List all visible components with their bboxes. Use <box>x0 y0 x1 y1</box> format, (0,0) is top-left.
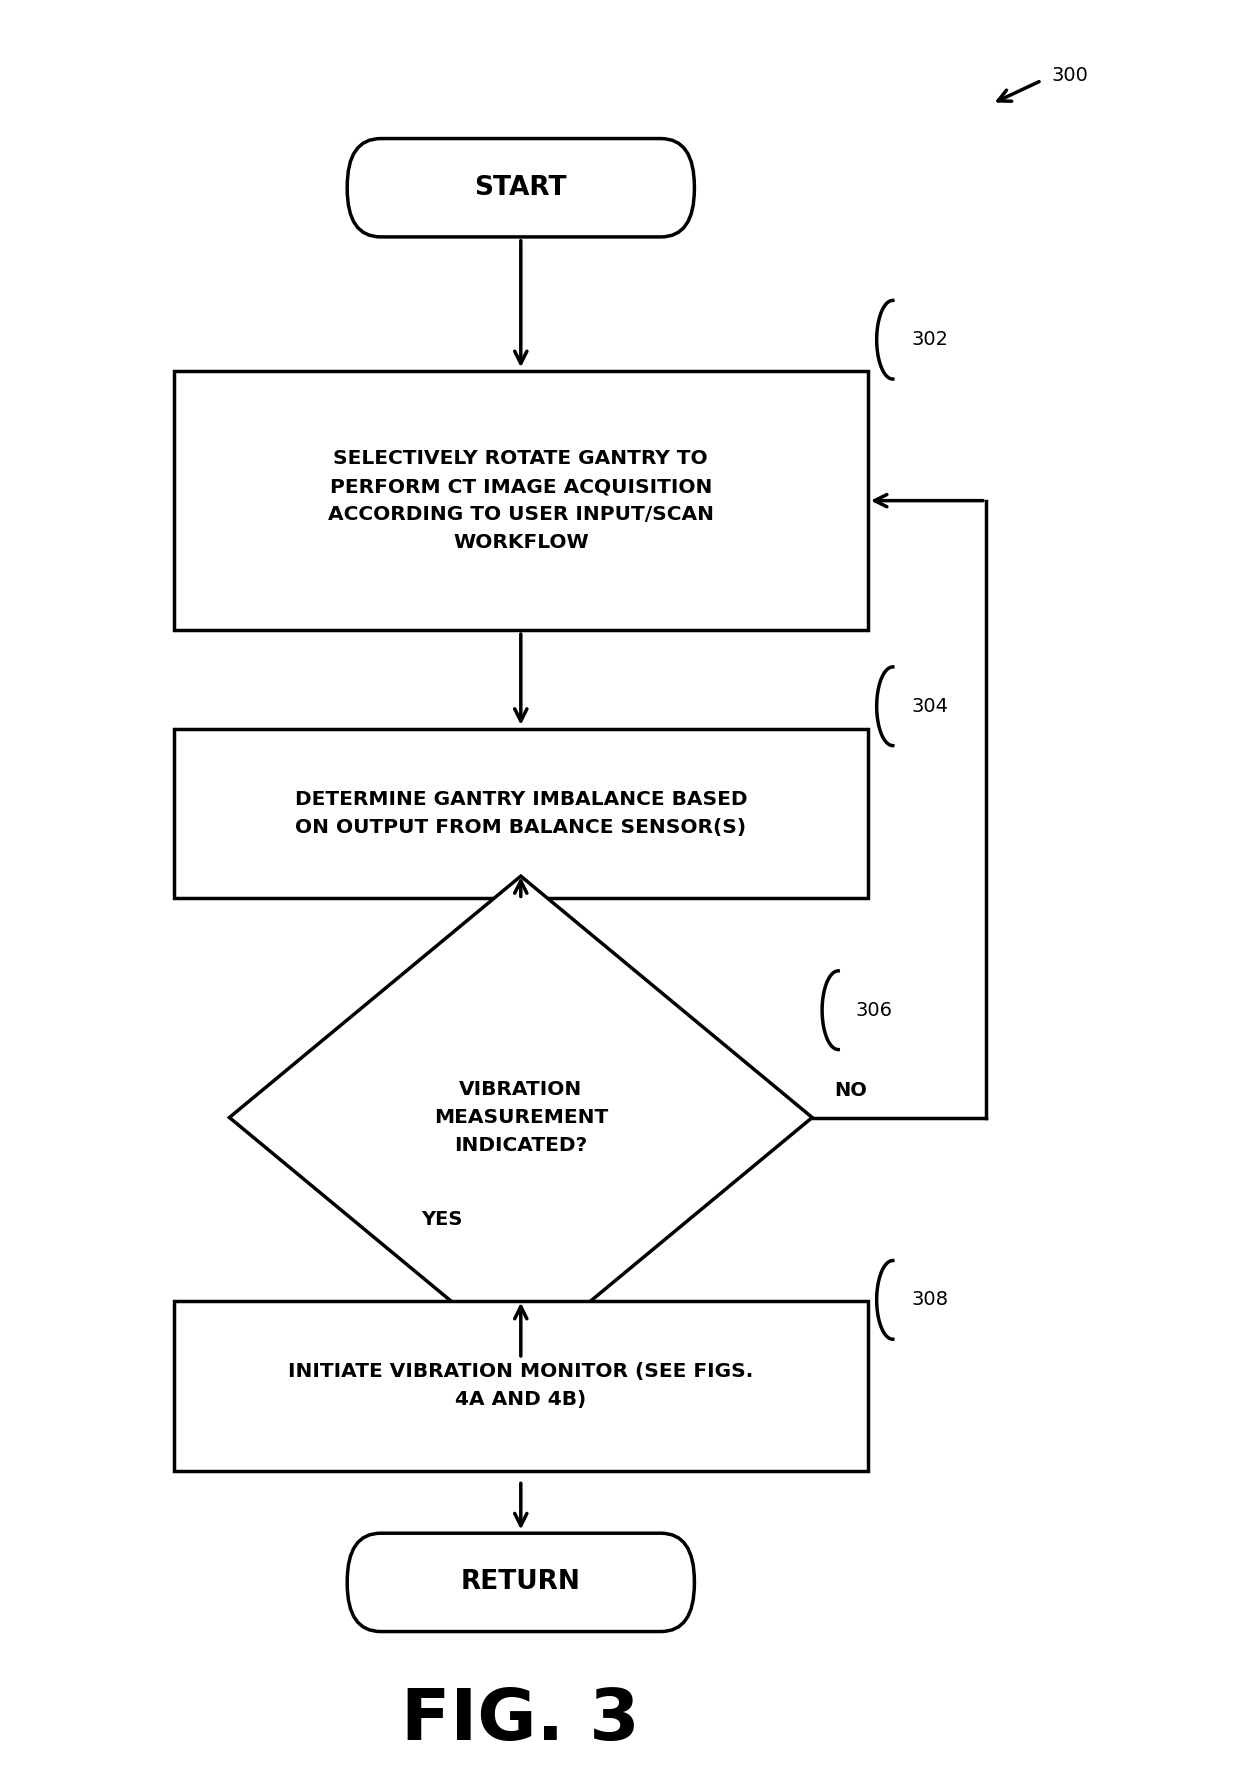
Bar <box>174 730 868 898</box>
Text: 300: 300 <box>1052 66 1089 84</box>
Text: START: START <box>475 175 567 200</box>
Text: 306: 306 <box>856 1001 893 1019</box>
Bar <box>174 1302 868 1470</box>
Text: DETERMINE GANTRY IMBALANCE BASED
ON OUTPUT FROM BALANCE SENSOR(S): DETERMINE GANTRY IMBALANCE BASED ON OUTP… <box>295 790 746 837</box>
Text: INITIATE VIBRATION MONITOR (SEE FIGS.
4A AND 4B): INITIATE VIBRATION MONITOR (SEE FIGS. 4A… <box>288 1362 754 1409</box>
FancyBboxPatch shape <box>347 139 694 236</box>
FancyBboxPatch shape <box>347 1532 694 1631</box>
Text: RETURN: RETURN <box>461 1570 580 1595</box>
Text: 304: 304 <box>911 697 949 715</box>
Text: FIG. 3: FIG. 3 <box>402 1686 640 1754</box>
Text: VIBRATION
MEASUREMENT
INDICATED?: VIBRATION MEASUREMENT INDICATED? <box>434 1080 608 1155</box>
Text: 302: 302 <box>911 331 949 349</box>
Text: SELECTIVELY ROTATE GANTRY TO
PERFORM CT IMAGE ACQUISITION
ACCORDING TO USER INPU: SELECTIVELY ROTATE GANTRY TO PERFORM CT … <box>327 449 714 552</box>
Text: YES: YES <box>422 1210 463 1228</box>
Bar <box>174 372 868 631</box>
Text: NO: NO <box>835 1082 868 1100</box>
Polygon shape <box>229 876 812 1359</box>
Text: 308: 308 <box>911 1291 949 1309</box>
